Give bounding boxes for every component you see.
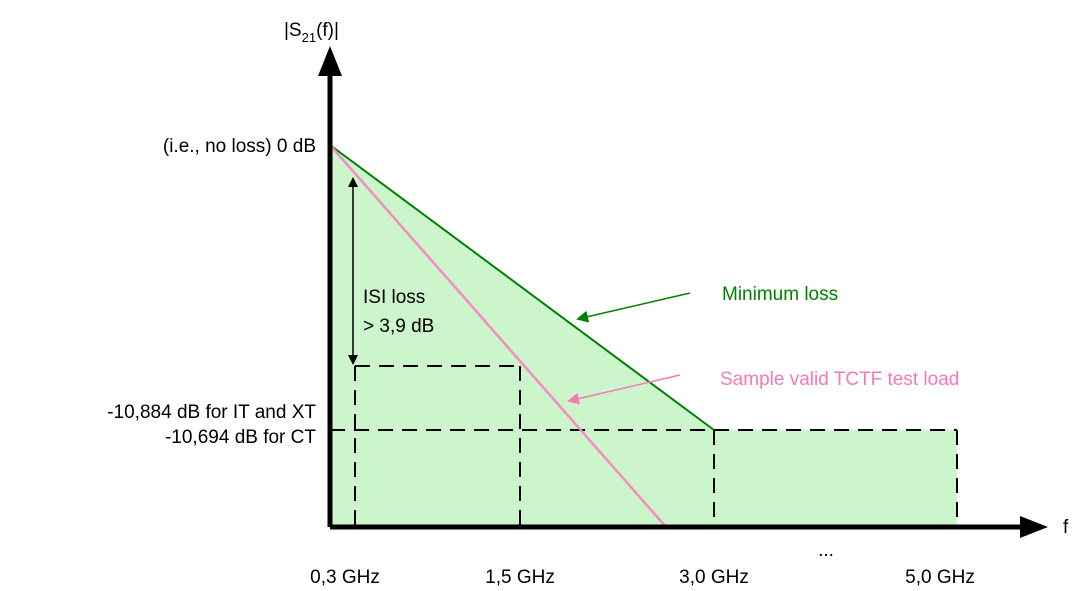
sample-load-pointer [567,374,681,405]
minimum-loss-label: Minimum loss [722,284,838,305]
x-axis-label: f [1063,517,1069,538]
y-axis-arrow-icon [318,46,342,76]
sample-tctf-load-line [329,144,667,528]
y-tick-it-xt: -10,884 dB for IT and XT [107,402,316,423]
x-axis-arrow-icon [1020,516,1048,538]
x-tick-1-5-ghz: 1,5 GHz [485,567,555,588]
loss-region-fill [330,145,957,527]
sample-load-label: Sample valid TCTF test load [720,369,959,390]
x-axis-ellipsis: ... [818,540,834,561]
axes [318,46,1048,538]
y-axis-label-subscript: 21 [302,30,316,45]
isi-loss-value: > 3,9 dB [363,316,434,337]
dashed-guides [330,365,958,527]
x-tick-3-0-ghz: 3,0 GHz [679,567,749,588]
x-tick-0-3-ghz: 0,3 GHz [310,567,380,588]
y-tick-ct: -10,694 dB for CT [165,427,316,448]
minimum-loss-pointer [576,292,691,323]
y-tick-zero-db: (i.e., no loss) 0 dB [163,136,316,157]
isi-loss-label: ISI loss [363,287,425,308]
y-axis-label: |S21(f)| [284,20,339,45]
x-tick-5-0-ghz: 5,0 GHz [905,567,975,588]
